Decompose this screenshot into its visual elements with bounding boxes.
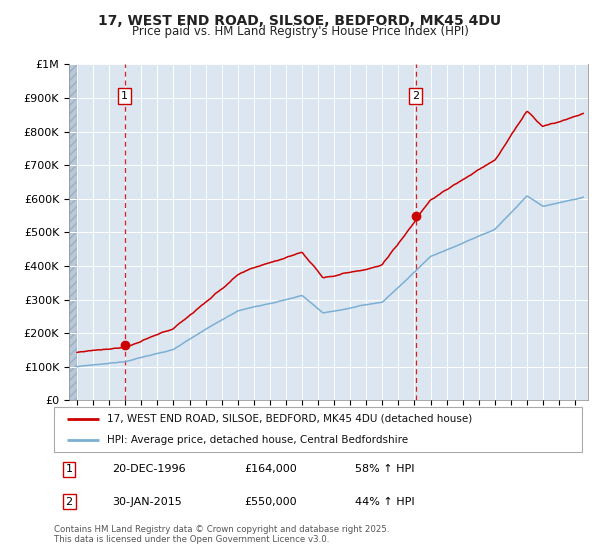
Text: 17, WEST END ROAD, SILSOE, BEDFORD, MK45 4DU (detached house): 17, WEST END ROAD, SILSOE, BEDFORD, MK45… — [107, 414, 472, 424]
Text: HPI: Average price, detached house, Central Bedfordshire: HPI: Average price, detached house, Cent… — [107, 435, 408, 445]
Text: 2: 2 — [412, 91, 419, 101]
Text: 20-DEC-1996: 20-DEC-1996 — [112, 464, 186, 474]
Text: £550,000: £550,000 — [244, 497, 297, 507]
Text: £164,000: £164,000 — [244, 464, 297, 474]
Text: Contains HM Land Registry data © Crown copyright and database right 2025.
This d: Contains HM Land Registry data © Crown c… — [54, 525, 389, 544]
Text: 17, WEST END ROAD, SILSOE, BEDFORD, MK45 4DU: 17, WEST END ROAD, SILSOE, BEDFORD, MK45… — [98, 14, 502, 28]
Text: 44% ↑ HPI: 44% ↑ HPI — [355, 497, 415, 507]
Text: 2: 2 — [65, 497, 73, 507]
Text: 30-JAN-2015: 30-JAN-2015 — [112, 497, 182, 507]
Text: Price paid vs. HM Land Registry's House Price Index (HPI): Price paid vs. HM Land Registry's House … — [131, 25, 469, 38]
Text: 58% ↑ HPI: 58% ↑ HPI — [355, 464, 415, 474]
FancyBboxPatch shape — [54, 407, 582, 452]
Text: 1: 1 — [121, 91, 128, 101]
Text: 1: 1 — [65, 464, 73, 474]
